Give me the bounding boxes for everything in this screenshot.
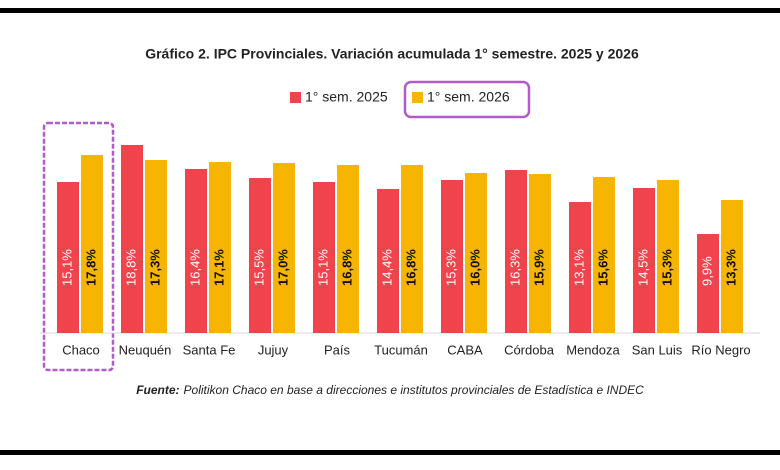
bar: [313, 182, 335, 333]
legend-label: 1° sem. 2026: [427, 89, 510, 105]
bar: [569, 202, 591, 333]
bar: [145, 160, 167, 333]
value-label: 18,8%: [123, 249, 138, 286]
bar: [633, 188, 655, 333]
legend-swatch: [290, 92, 301, 103]
highlight-legend: [403, 80, 531, 119]
value-label: 15,9%: [531, 249, 546, 286]
bar: [377, 189, 399, 333]
bottom-border: [0, 450, 780, 455]
value-label: 14,5%: [635, 249, 650, 286]
x-tick-label: Neuquén: [119, 342, 172, 357]
source: Fuente: Politikon Chaco en base a direcci…: [136, 383, 644, 397]
value-label: 16,0%: [467, 249, 482, 286]
value-label: 15,1%: [59, 249, 74, 286]
source-text: Politikon Chaco en base a direcciones e …: [184, 383, 645, 397]
bar: [465, 173, 487, 333]
value-label: 15,6%: [595, 249, 610, 286]
value-label: 17,1%: [211, 249, 226, 286]
highlight-chaco: [42, 121, 115, 372]
value-label: 16,8%: [403, 249, 418, 286]
value-label: 15,1%: [315, 249, 330, 286]
bar: [57, 182, 79, 333]
value-label: 15,3%: [443, 249, 458, 286]
bar: [337, 165, 359, 333]
bar: [209, 162, 231, 333]
x-tick-label: Santa Fe: [183, 342, 236, 357]
value-label: 17,3%: [147, 249, 162, 286]
bar: [185, 169, 207, 333]
legend-label: 1° sem. 2025: [305, 89, 388, 105]
value-label: 14,4%: [379, 249, 394, 286]
value-label: 16,4%: [187, 249, 202, 286]
bar: [593, 177, 615, 333]
bar: [441, 180, 463, 333]
bar: [529, 174, 551, 333]
x-tick-label: País: [324, 342, 351, 357]
top-border: [0, 8, 780, 13]
bar: [121, 145, 143, 333]
value-label: 13,3%: [723, 249, 738, 286]
bar: [697, 234, 719, 333]
x-tick-label: Jujuy: [258, 342, 289, 357]
value-label: 17,8%: [83, 249, 98, 286]
x-tick-label: Mendoza: [566, 342, 620, 357]
bar: [273, 163, 295, 333]
value-label: 15,3%: [659, 249, 674, 286]
chart-title: Gráfico 2. IPC Provinciales. Variación a…: [145, 46, 639, 62]
legend-swatch: [412, 92, 423, 103]
bar: [249, 178, 271, 333]
value-label: 15,5%: [251, 249, 266, 286]
x-tick-label: Tucumán: [374, 342, 428, 357]
bar: [401, 165, 423, 333]
value-label: 16,3%: [507, 249, 522, 286]
bar: [721, 200, 743, 333]
value-label: 13,1%: [571, 249, 586, 286]
x-tick-label: Chaco: [62, 342, 100, 357]
x-tick-label: CABA: [447, 342, 483, 357]
x-tick-label: San Luis: [632, 342, 683, 357]
value-label: 9,9%: [699, 256, 714, 286]
source-label: Fuente:: [136, 383, 179, 397]
bar: [505, 170, 527, 333]
value-label: 17,0%: [275, 249, 290, 286]
x-tick-label: Río Negro: [691, 342, 750, 357]
value-label: 16,8%: [339, 249, 354, 286]
x-tick-label: Córdoba: [504, 342, 555, 357]
bar: [81, 155, 103, 333]
bar: [657, 180, 679, 333]
